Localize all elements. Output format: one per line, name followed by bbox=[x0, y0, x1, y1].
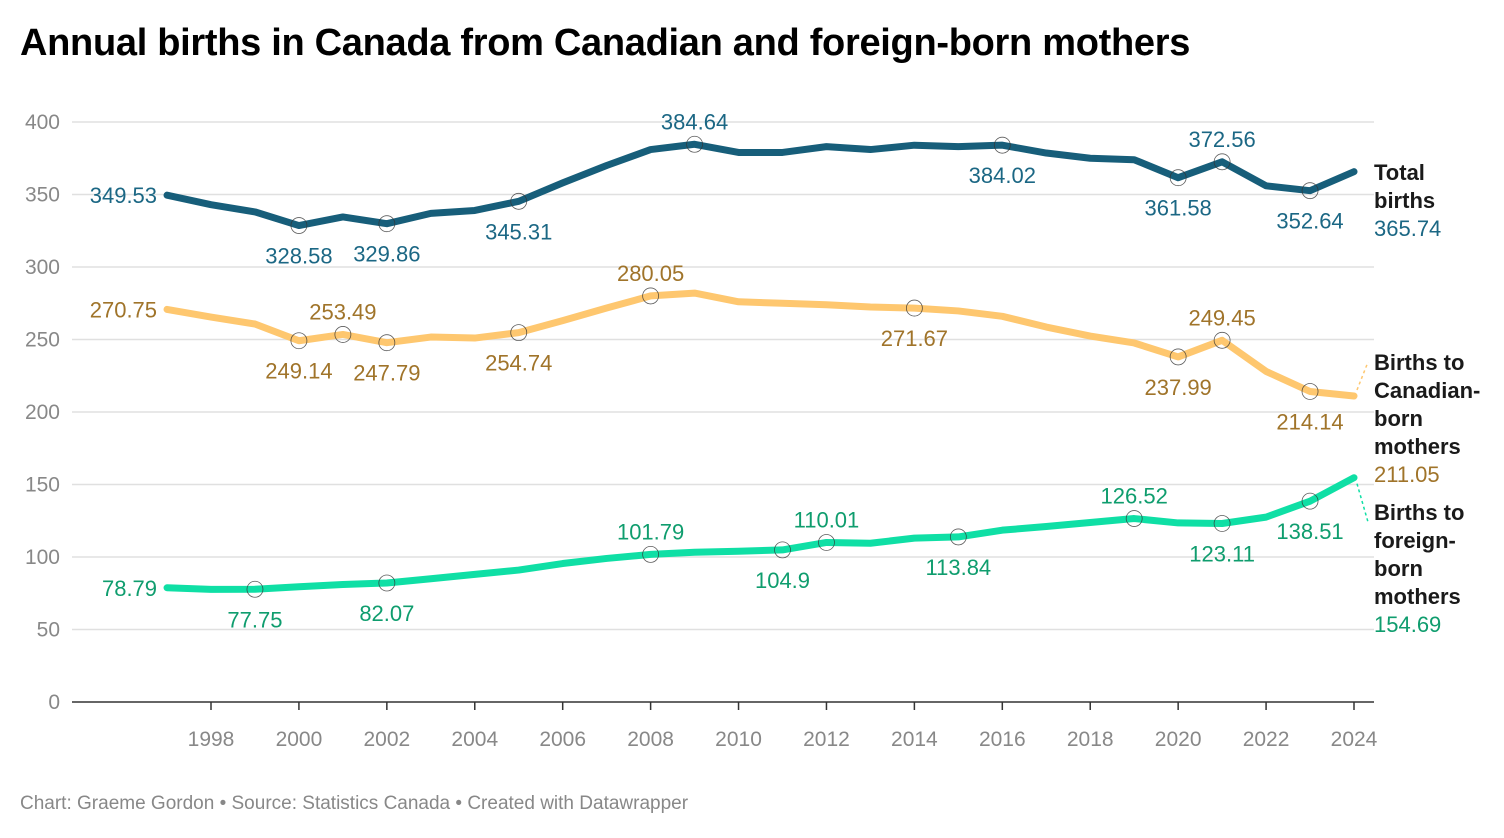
x-tick-label: 2022 bbox=[1243, 728, 1290, 751]
data-point-marker bbox=[290, 217, 308, 234]
series-line bbox=[163, 140, 1358, 230]
y-tick-label: 250 bbox=[25, 329, 60, 352]
series-name-label: births bbox=[1374, 188, 1435, 213]
data-label: 123.11 bbox=[1189, 541, 1255, 566]
data-label: 253.49 bbox=[309, 299, 376, 324]
data-point-marker bbox=[334, 326, 352, 343]
x-tick-label: 2018 bbox=[1067, 728, 1114, 751]
data-label: 104.9 bbox=[755, 568, 810, 593]
x-tick-label: 2016 bbox=[979, 728, 1026, 751]
data-label: 271.67 bbox=[881, 326, 948, 351]
x-tick-label: 2012 bbox=[803, 728, 850, 751]
data-point-marker bbox=[1301, 182, 1319, 200]
data-point-marker bbox=[1213, 331, 1231, 349]
x-tick-label: 2004 bbox=[451, 728, 498, 751]
data-point-marker bbox=[378, 215, 396, 233]
data-point-marker bbox=[1213, 153, 1231, 171]
data-point-marker bbox=[905, 299, 923, 317]
data-label: 328.58 bbox=[265, 244, 332, 269]
data-point-marker bbox=[774, 541, 791, 559]
data-label: 384.02 bbox=[969, 163, 1036, 188]
chart-footer: Chart: Graeme Gordon • Source: Statistic… bbox=[20, 793, 689, 814]
series-name-label: mothers bbox=[1374, 434, 1461, 459]
data-label: 280.05 bbox=[617, 261, 684, 286]
series-line bbox=[163, 474, 1358, 593]
series-line bbox=[163, 289, 1358, 400]
series-end-value: 154.69 bbox=[1374, 612, 1441, 637]
data-point-marker bbox=[1301, 383, 1319, 400]
data-label: 214.14 bbox=[1276, 409, 1343, 434]
series-name-label: Canadian- bbox=[1374, 378, 1480, 403]
series-name-label: Births to bbox=[1374, 350, 1464, 375]
data-point-marker bbox=[246, 580, 264, 598]
data-label: 254.74 bbox=[485, 351, 552, 376]
series-name-label: Births to bbox=[1374, 500, 1464, 525]
data-point-marker bbox=[378, 574, 396, 592]
data-point-marker bbox=[686, 135, 703, 153]
data-label: 113.84 bbox=[926, 555, 992, 580]
data-label: 270.75 bbox=[90, 297, 157, 322]
data-label: 249.45 bbox=[1188, 305, 1255, 330]
series-name-label: born bbox=[1374, 406, 1423, 431]
y-tick-label: 0 bbox=[48, 691, 60, 714]
data-point-marker bbox=[993, 136, 1011, 154]
series-name-label: Total bbox=[1374, 160, 1425, 185]
data-label: 249.14 bbox=[265, 359, 332, 384]
data-point-marker bbox=[378, 334, 396, 352]
data-point-marker bbox=[949, 528, 967, 546]
data-point-marker bbox=[1301, 492, 1319, 510]
y-tick-label: 200 bbox=[25, 401, 60, 424]
series-end-value: 365.74 bbox=[1374, 216, 1441, 241]
data-point-marker bbox=[510, 324, 528, 342]
series-name-label: foreign- bbox=[1374, 528, 1456, 553]
data-label: 126.52 bbox=[1101, 484, 1168, 509]
y-tick-label: 350 bbox=[25, 184, 60, 207]
data-label: 361.58 bbox=[1145, 196, 1212, 221]
data-label: 329.86 bbox=[353, 242, 420, 267]
x-tick-label: 2000 bbox=[276, 728, 323, 751]
x-tick-label: 2002 bbox=[363, 728, 410, 751]
x-tick-label: 2008 bbox=[627, 728, 674, 751]
data-label: 247.79 bbox=[353, 361, 420, 386]
label-connector bbox=[1356, 361, 1369, 391]
data-label: 138.51 bbox=[1276, 519, 1343, 544]
data-label: 352.64 bbox=[1276, 209, 1343, 234]
x-tick-label: 1998 bbox=[188, 728, 235, 751]
data-label: 349.53 bbox=[90, 183, 157, 208]
x-tick-label: 2024 bbox=[1331, 728, 1378, 751]
data-label: 384.64 bbox=[661, 109, 728, 134]
y-tick-label: 300 bbox=[25, 256, 60, 279]
data-point-marker bbox=[290, 332, 308, 350]
data-label: 78.79 bbox=[102, 576, 157, 601]
data-label: 110.01 bbox=[794, 507, 860, 532]
data-point-marker bbox=[1213, 515, 1231, 532]
x-tick-label: 2010 bbox=[715, 728, 762, 751]
data-point-marker bbox=[1125, 510, 1143, 527]
y-tick-label: 100 bbox=[25, 546, 60, 569]
data-label: 372.56 bbox=[1188, 127, 1255, 152]
data-label: 345.31 bbox=[485, 219, 552, 244]
label-connector bbox=[1356, 483, 1369, 523]
data-point-marker bbox=[1169, 348, 1187, 366]
data-point-marker bbox=[1169, 169, 1187, 187]
y-tick-label: 50 bbox=[37, 619, 60, 642]
x-tick-label: 2006 bbox=[539, 728, 586, 751]
series-name-label: born bbox=[1374, 556, 1423, 581]
series-name-label: mothers bbox=[1374, 584, 1461, 609]
x-tick-label: 2020 bbox=[1155, 728, 1202, 751]
data-label: 82.07 bbox=[359, 601, 414, 626]
data-point-marker bbox=[642, 546, 660, 563]
data-point-marker bbox=[818, 534, 835, 551]
data-label: 101.79 bbox=[617, 519, 684, 544]
data-point-marker bbox=[510, 192, 528, 210]
chart-title: Annual births in Canada from Canadian an… bbox=[20, 22, 1191, 64]
series-end-value: 211.05 bbox=[1374, 462, 1440, 487]
data-point-marker bbox=[642, 287, 660, 305]
data-label: 77.75 bbox=[227, 607, 282, 632]
data-label: 237.99 bbox=[1145, 375, 1212, 400]
x-tick-label: 2014 bbox=[891, 728, 938, 751]
y-tick-label: 400 bbox=[25, 111, 60, 134]
y-tick-label: 150 bbox=[25, 474, 60, 497]
